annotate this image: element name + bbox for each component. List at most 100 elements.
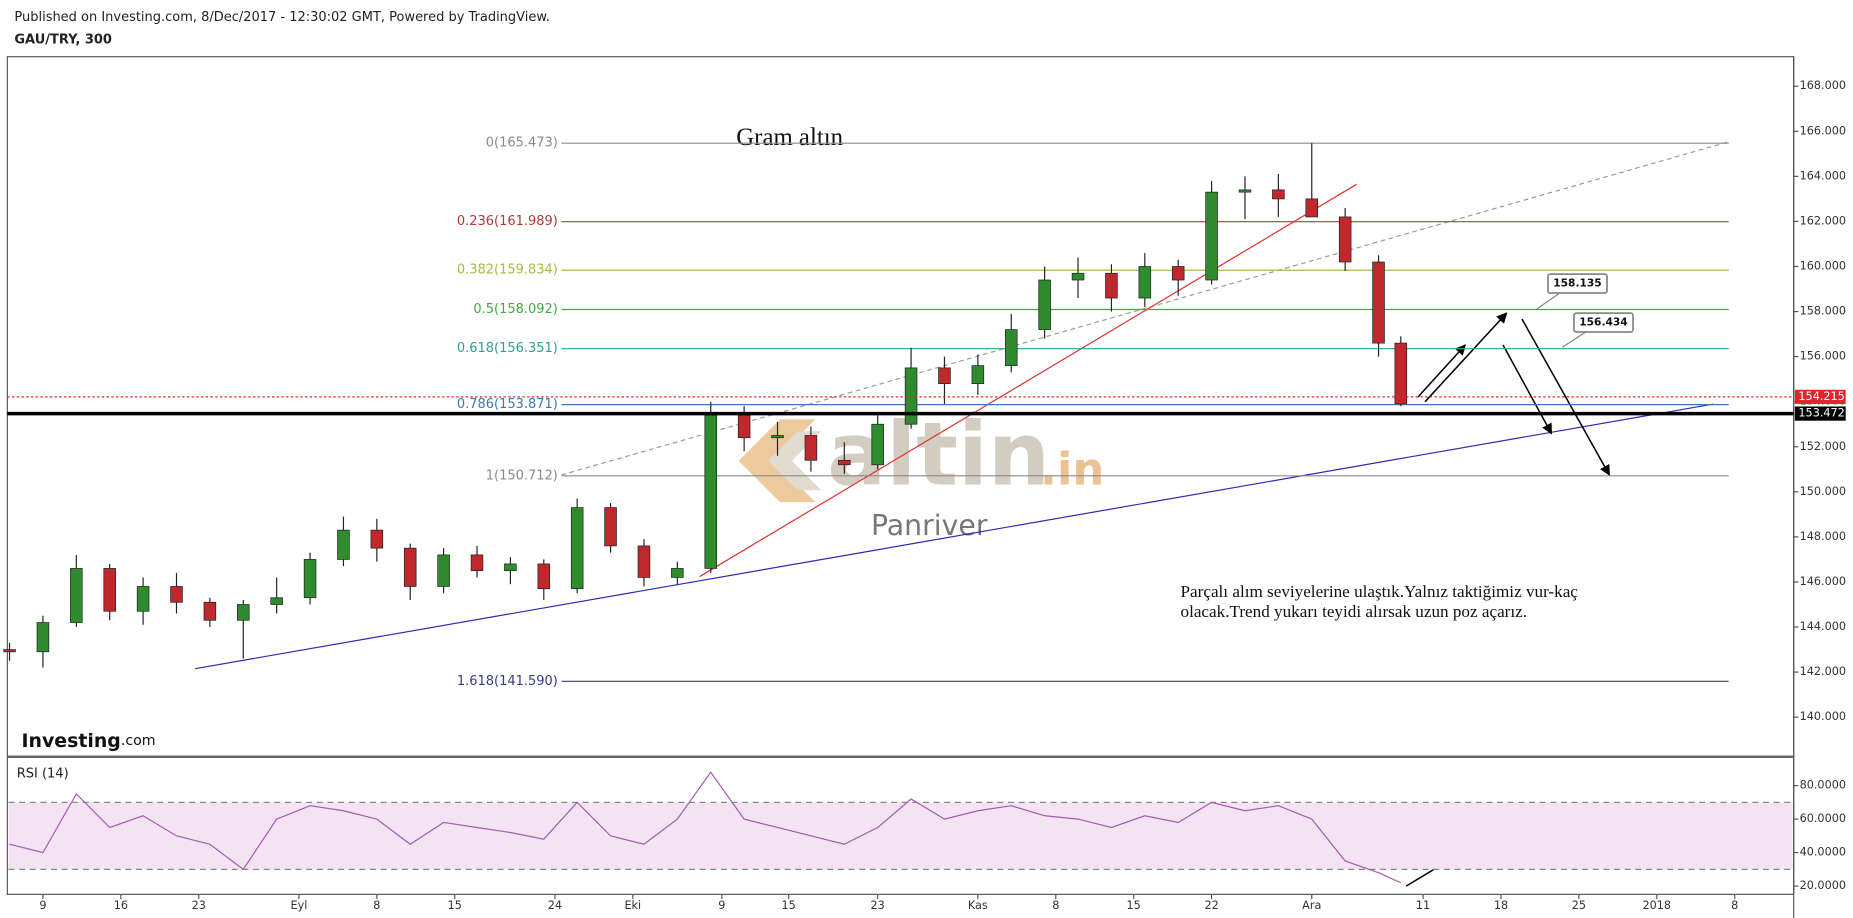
- watermark-logo: [738, 419, 822, 503]
- support-trendline: [195, 403, 1714, 670]
- y-tick-label: 140.000: [1800, 710, 1846, 723]
- callout-pointer: [1561, 331, 1587, 348]
- price-marker-label: 154.215: [1798, 390, 1844, 403]
- x-tick-label: 15: [448, 899, 462, 912]
- watermark-text: altin: [827, 404, 1050, 506]
- y-tick-label: 20.0000: [1800, 879, 1846, 892]
- candle-body: [671, 568, 684, 578]
- candle-body: [1038, 279, 1051, 330]
- fib-label: 0.618(156.351): [457, 341, 558, 356]
- x-tick-label: 18: [1494, 899, 1508, 912]
- candle-body: [1238, 189, 1252, 193]
- callout-label: 156.434: [1579, 316, 1627, 329]
- candle-body: [103, 568, 116, 612]
- annotation: olacak.Trend yukarı teyidi alırsak uzun …: [1181, 602, 1528, 621]
- price-marker-label: 153.472: [1798, 407, 1844, 420]
- x-tick-label: Eki: [624, 899, 641, 912]
- y-tick-label: 160.000: [1800, 259, 1846, 272]
- candle-body: [904, 367, 918, 425]
- y-tick-label: 146.000: [1800, 575, 1846, 588]
- watermark-suffix: .in: [1040, 443, 1104, 496]
- candle-body: [737, 414, 751, 439]
- candle-body: [470, 554, 484, 572]
- y-tick-label: 168.000: [1800, 79, 1846, 92]
- candle-body: [370, 529, 384, 549]
- candle-body: [270, 597, 283, 605]
- y-tick-label: 152.000: [1800, 440, 1846, 453]
- y-tick-label: 60.0000: [1800, 812, 1846, 825]
- price-marker-box: [1794, 389, 1846, 404]
- candle-body: [971, 365, 985, 385]
- x-tick-label: 8: [373, 899, 380, 912]
- logo-suffix: .com: [121, 733, 156, 749]
- fib-label: 0.382(159.834): [457, 263, 558, 278]
- x-tick-label: 24: [548, 899, 562, 912]
- candle-body: [604, 507, 617, 547]
- candle-body: [838, 459, 851, 466]
- candle-body: [1004, 329, 1018, 366]
- y-tick-label: 142.000: [1800, 665, 1846, 678]
- candle-body: [1138, 266, 1152, 299]
- x-tick-label: 15: [782, 899, 796, 912]
- annotation: Parçalı alım seviyelerine ulaştık.Yalnız…: [1181, 582, 1579, 601]
- x-tick-label: 23: [192, 899, 206, 912]
- x-tick-label: 16: [114, 899, 128, 912]
- callout-label: 158.135: [1553, 277, 1601, 290]
- candle-body: [938, 367, 951, 385]
- candle-body: [871, 423, 884, 466]
- candle-body: [1272, 189, 1285, 200]
- candle-body: [537, 563, 551, 590]
- candle-body: [337, 529, 350, 560]
- fib-label: 0.786(153.871): [457, 397, 558, 412]
- candle-body: [3, 649, 16, 653]
- candle-body: [504, 563, 517, 572]
- y-tick-label: 40.0000: [1800, 846, 1846, 859]
- y-tick-label: 162.000: [1800, 214, 1846, 227]
- price-marker-box: [1794, 406, 1846, 421]
- fib-label: 0(165.473): [486, 136, 558, 151]
- callout-box: [1547, 273, 1608, 294]
- y-tick-label: 166.000: [1800, 124, 1846, 137]
- logo-text: Investing: [21, 729, 120, 751]
- candle-body: [1205, 191, 1218, 281]
- candle-body: [1071, 272, 1085, 281]
- dashed-trendline: [561, 141, 1729, 476]
- watermark-caption: Panriver: [871, 509, 988, 542]
- candle-body: [303, 559, 317, 599]
- x-tick-label: Kas: [968, 899, 988, 912]
- symbol: GAU/TRY, 300: [14, 33, 112, 48]
- candle-body: [36, 622, 50, 653]
- candle-body: [570, 507, 584, 590]
- red-trendline: [699, 183, 1357, 578]
- candle-body: [704, 414, 718, 569]
- y-tick-label: 156.000: [1800, 350, 1846, 363]
- rsi-title: RSI (14): [17, 766, 69, 781]
- x-tick-label: 25: [1572, 899, 1586, 912]
- x-tick-label: 22: [1204, 899, 1218, 912]
- x-tick-label: Eyl: [290, 899, 307, 912]
- candle-body: [403, 547, 417, 587]
- y-tick-label: 148.000: [1800, 530, 1846, 543]
- x-tick-label: 2018: [1643, 899, 1672, 912]
- candle-body: [1338, 216, 1352, 263]
- candle-body: [804, 435, 818, 461]
- candle-body: [203, 601, 217, 621]
- y-tick-label: 150.000: [1800, 485, 1846, 498]
- fib-label: 0.236(161.989): [457, 214, 558, 229]
- candle-body: [237, 604, 250, 621]
- x-tick-label: 15: [1127, 899, 1141, 912]
- x-tick-label: 9: [718, 899, 725, 912]
- candle-body: [771, 435, 784, 439]
- x-tick-label: 23: [871, 899, 885, 912]
- fib-label: 0.5(158.092): [473, 302, 557, 317]
- x-tick-label: 11: [1416, 899, 1430, 912]
- candle-body: [136, 586, 150, 612]
- candle-body: [70, 568, 83, 623]
- candle-body: [1171, 266, 1185, 281]
- rsi-line: [9, 771, 1402, 884]
- y-tick-label: 164.000: [1800, 169, 1846, 182]
- rsi-band: [8, 802, 1793, 870]
- fib-label: 1.618(141.590): [457, 674, 558, 689]
